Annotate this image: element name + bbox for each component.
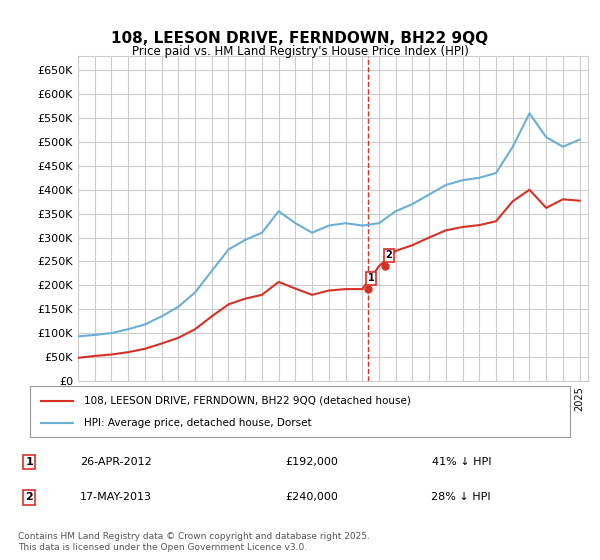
Text: 26-APR-2012: 26-APR-2012 <box>80 457 152 467</box>
Text: 1: 1 <box>25 457 33 467</box>
FancyBboxPatch shape <box>30 386 570 437</box>
Text: 17-MAY-2013: 17-MAY-2013 <box>80 492 152 502</box>
Text: 28% ↓ HPI: 28% ↓ HPI <box>431 492 491 502</box>
Text: 41% ↓ HPI: 41% ↓ HPI <box>431 457 491 467</box>
Text: Contains HM Land Registry data © Crown copyright and database right 2025.
This d: Contains HM Land Registry data © Crown c… <box>18 532 370 552</box>
Text: 108, LEESON DRIVE, FERNDOWN, BH22 9QQ (detached house): 108, LEESON DRIVE, FERNDOWN, BH22 9QQ (d… <box>84 395 411 405</box>
Text: 1: 1 <box>368 273 374 283</box>
Text: Price paid vs. HM Land Registry's House Price Index (HPI): Price paid vs. HM Land Registry's House … <box>131 45 469 58</box>
Text: £192,000: £192,000 <box>285 457 338 467</box>
Text: 108, LEESON DRIVE, FERNDOWN, BH22 9QQ: 108, LEESON DRIVE, FERNDOWN, BH22 9QQ <box>112 31 488 46</box>
Text: 2: 2 <box>385 250 392 260</box>
Text: 2: 2 <box>25 492 33 502</box>
Text: £240,000: £240,000 <box>285 492 338 502</box>
Text: HPI: Average price, detached house, Dorset: HPI: Average price, detached house, Dors… <box>84 418 311 428</box>
